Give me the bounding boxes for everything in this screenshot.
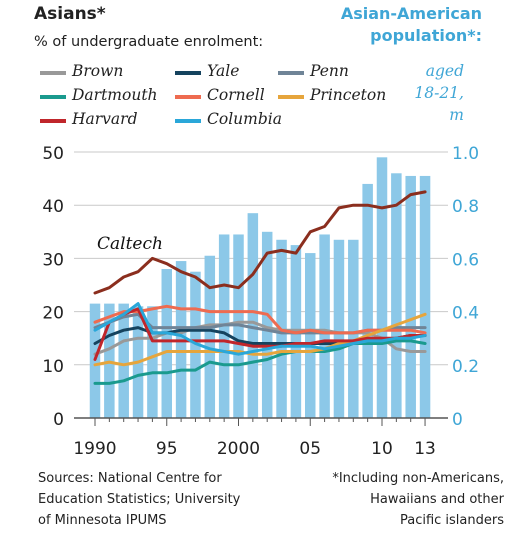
x-tick-label-05: 05	[299, 439, 321, 459]
legend-swatch-columbia	[175, 119, 201, 123]
right-tick-label-1.0: 1.0	[452, 144, 479, 164]
legend-label-brown: Brown	[72, 62, 124, 80]
bar-1992	[118, 303, 129, 418]
x-tick-label-95: 95	[156, 439, 178, 459]
legend-swatch-dartmouth	[40, 95, 66, 99]
bar-1995	[161, 269, 172, 418]
left-tick-label-0: 0	[53, 410, 64, 430]
left-tick-label-50: 50	[42, 144, 64, 164]
left-tick-label-30: 30	[42, 250, 64, 270]
right-axis-title-line2: population*:	[370, 26, 482, 45]
x-tick-label-1990: 1990	[73, 439, 116, 459]
bar-note-line3: m	[449, 106, 464, 124]
right-tick-label-0.6: 0.6	[452, 250, 479, 270]
bar-2005	[305, 253, 316, 418]
right-tick-label-0.2: 0.2	[452, 357, 479, 377]
bar-2007	[333, 239, 345, 418]
series-line-caltech	[93, 190, 427, 295]
x-tick-label-2000: 2000	[217, 439, 260, 459]
left-tick-label-10: 10	[42, 357, 64, 377]
legend-swatch-princeton	[278, 95, 304, 99]
legend-label-harvard: Harvard	[72, 110, 138, 128]
legend-swatch-brown	[40, 71, 66, 75]
series-line-columbia	[93, 302, 427, 356]
bar-note-line1: aged	[425, 62, 464, 80]
left-tick-label-20: 20	[42, 304, 64, 324]
bar-2010	[376, 157, 388, 418]
bar-2013	[419, 175, 431, 418]
legend-swatch-cornell	[175, 95, 201, 99]
legend-label-dartmouth: Dartmouth	[72, 86, 158, 104]
bar-1998	[204, 255, 216, 418]
bar-1994	[147, 306, 158, 418]
bar-2001	[247, 213, 259, 418]
x-tick-label-13: 13	[414, 439, 436, 459]
right-axis-title-line1: Asian-American	[340, 4, 482, 23]
annotation-caltech: Caltech	[97, 234, 163, 254]
bar-2002	[261, 231, 273, 418]
legend-swatch-yale	[175, 71, 201, 75]
bar-2011	[391, 173, 402, 418]
legend-label-yale: Yale	[207, 62, 240, 80]
series-line-dartmouth	[93, 339, 427, 385]
legend-label-columbia: Columbia	[207, 110, 282, 128]
chart-subtitle: % of undergraduate enrolment:	[34, 34, 264, 50]
footnote: *Including non-Americans, Hawaiians and …	[332, 471, 504, 528]
bar-2008	[348, 239, 359, 418]
bar-2009	[362, 183, 373, 418]
series-line-princeton	[93, 312, 427, 367]
bar-2006	[319, 234, 330, 418]
series-line-harvard	[93, 307, 427, 361]
bar-2012	[405, 175, 416, 418]
series-line-cornell	[93, 304, 427, 335]
bar-note-line2: 18-21,	[414, 84, 464, 102]
legend-swatch-penn	[278, 71, 304, 75]
right-tick-label-0: 0	[452, 410, 463, 430]
legend-label-princeton: Princeton	[310, 86, 387, 104]
chart-title: Asians*	[34, 4, 106, 24]
source-note: Sources: National Centre for Education S…	[38, 471, 241, 528]
x-tick-label-10: 10	[371, 439, 393, 459]
legend-label-penn: Penn	[310, 62, 349, 80]
right-tick-label-0.8: 0.8	[452, 197, 479, 217]
legend-label-cornell: Cornell	[207, 86, 265, 104]
legend-swatch-harvard	[40, 119, 66, 123]
right-tick-label-0.4: 0.4	[452, 304, 479, 324]
left-tick-label-40: 40	[42, 197, 64, 217]
